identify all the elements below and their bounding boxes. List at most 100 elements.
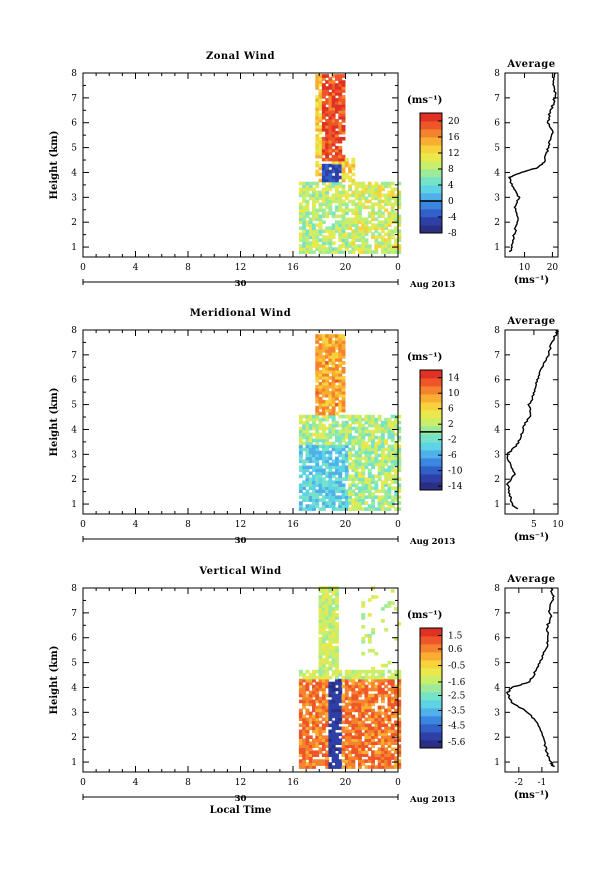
heatmap-cell bbox=[328, 435, 333, 440]
heatmap-cell bbox=[371, 726, 375, 731]
heatmap-cell bbox=[312, 495, 316, 499]
heatmap-cell bbox=[387, 435, 392, 440]
heatmap-cell bbox=[335, 507, 339, 511]
heatmap-cell bbox=[318, 130, 323, 135]
heatmap-cell bbox=[308, 181, 313, 186]
heatmap-cell bbox=[390, 726, 395, 731]
heatmap-cell bbox=[321, 480, 326, 484]
heatmap-cell bbox=[344, 726, 349, 731]
heatmap-cell bbox=[351, 220, 356, 224]
heatmap-cell bbox=[318, 616, 323, 620]
heatmap-cell bbox=[321, 705, 326, 710]
heatmap-cell bbox=[380, 669, 385, 674]
heatmap-cell bbox=[364, 229, 369, 233]
heatmap-cell bbox=[331, 250, 336, 254]
heatmap-cell bbox=[302, 193, 307, 198]
heatmap-cell bbox=[328, 489, 333, 493]
heatmap-cell bbox=[321, 663, 326, 668]
heatmap-cell bbox=[354, 681, 359, 686]
profile-y-tick-label: 5 bbox=[494, 659, 500, 669]
heatmap-cell bbox=[305, 244, 310, 248]
heatmap-cell bbox=[341, 438, 346, 443]
heatmap-cell bbox=[328, 247, 333, 251]
heatmap-cell bbox=[328, 634, 333, 638]
heatmap-cell bbox=[351, 699, 356, 704]
heatmap-cell bbox=[394, 474, 398, 479]
heatmap-cell bbox=[325, 238, 330, 242]
profile-frame bbox=[504, 587, 559, 773]
heatmap-cell bbox=[321, 107, 326, 111]
heatmap-cell bbox=[387, 501, 392, 505]
heatmap-cell bbox=[374, 735, 379, 739]
heatmap-cell bbox=[315, 723, 320, 728]
heatmap-cell bbox=[325, 163, 330, 168]
heatmap-cell bbox=[354, 726, 359, 731]
heatmap-cell bbox=[331, 98, 336, 102]
heatmap-cell bbox=[364, 426, 369, 431]
heatmap-cell bbox=[321, 116, 326, 120]
heatmap-cell bbox=[361, 235, 366, 239]
heatmap-cell bbox=[364, 723, 369, 728]
heatmap-cell bbox=[298, 193, 303, 198]
heatmap-cell bbox=[361, 217, 366, 222]
heatmap-cell bbox=[371, 217, 375, 222]
heatmap-cell bbox=[331, 148, 336, 153]
heatmap-cell bbox=[338, 385, 343, 389]
heatmap-cell bbox=[380, 687, 385, 692]
heatmap-cell bbox=[321, 229, 326, 233]
heatmap-cell bbox=[390, 702, 395, 707]
heatmap-cell bbox=[331, 166, 336, 171]
heatmap-cell bbox=[331, 247, 336, 251]
heatmap-cell bbox=[315, 125, 320, 129]
heatmap-cell bbox=[387, 759, 392, 763]
heatmap-cell bbox=[325, 643, 330, 647]
heatmap-cell bbox=[335, 178, 339, 183]
colorbar-swatch bbox=[420, 177, 442, 186]
heatmap-cell bbox=[371, 687, 375, 692]
heatmap-cell bbox=[321, 220, 326, 224]
heatmap-cell bbox=[361, 468, 366, 473]
heatmap-cell bbox=[341, 504, 346, 508]
heatmap-cell bbox=[318, 208, 323, 213]
heatmap-cell bbox=[374, 486, 379, 490]
heatmap-cell bbox=[338, 408, 343, 413]
profile-xlabel: (ms⁻¹) bbox=[514, 532, 549, 543]
heatmap-cell bbox=[354, 486, 359, 490]
heatmap-cell bbox=[321, 687, 326, 692]
heatmap-cell bbox=[335, 604, 339, 608]
colorbar-swatch bbox=[420, 684, 442, 693]
heatmap-cell bbox=[315, 468, 320, 473]
heatmap-cell bbox=[344, 753, 349, 757]
heatmap-cell bbox=[364, 678, 369, 683]
heatmap-cell bbox=[377, 447, 382, 452]
heatmap-cell bbox=[358, 456, 362, 461]
heatmap-cell bbox=[318, 193, 323, 198]
heatmap-cell bbox=[338, 151, 343, 156]
heatmap-cell bbox=[384, 717, 389, 722]
heatmap-cell bbox=[338, 696, 343, 701]
heatmap-cell bbox=[394, 708, 398, 713]
heatmap-cell bbox=[318, 759, 323, 763]
heatmap-cell bbox=[312, 229, 316, 233]
heatmap-cell bbox=[341, 334, 346, 338]
heatmap-cell bbox=[367, 247, 372, 251]
heatmap-cell bbox=[341, 420, 346, 425]
heatmap-cell bbox=[328, 396, 333, 401]
heatmap-cell bbox=[348, 423, 352, 428]
heatmap-cell bbox=[321, 672, 326, 677]
heatmap-cell bbox=[321, 595, 326, 599]
heatmap-cell bbox=[308, 765, 313, 769]
heatmap-cell bbox=[305, 702, 310, 707]
heatmap-cell bbox=[328, 432, 333, 437]
heatmap-cell bbox=[325, 235, 330, 239]
heatmap-cell bbox=[331, 214, 336, 219]
heatmap-cell bbox=[325, 625, 330, 629]
heatmap-cell bbox=[325, 214, 330, 219]
heatmap-cell bbox=[321, 675, 326, 680]
heatmap-cell bbox=[321, 631, 326, 635]
heatmap-cell bbox=[318, 136, 323, 141]
heatmap-cell bbox=[338, 229, 343, 233]
heatmap-cell bbox=[394, 765, 398, 769]
heatmap-cell bbox=[371, 235, 375, 239]
heatmap-cell bbox=[321, 151, 326, 156]
